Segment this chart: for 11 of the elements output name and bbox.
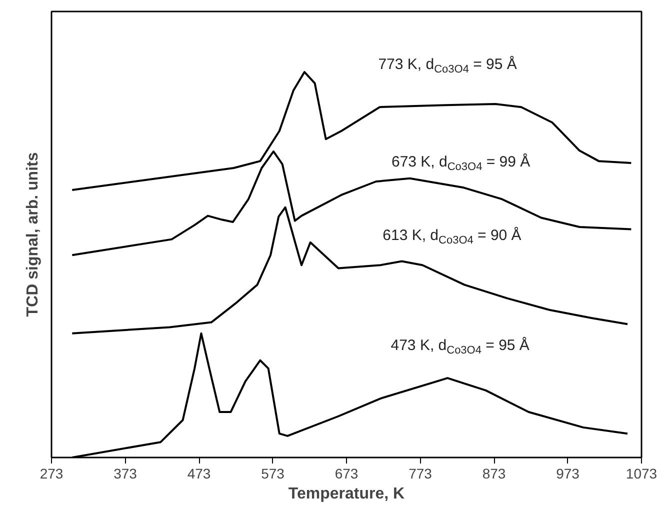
x-tick-label: 573 (261, 466, 285, 482)
x-tick-label: 673 (334, 466, 358, 482)
x-tick-label: 973 (556, 466, 580, 482)
x-tick-label: 373 (114, 466, 138, 482)
x-tick-label: 473 (187, 466, 211, 482)
y-axis-title: TCD signal, arb. units (24, 152, 42, 317)
x-axis-title: Temperature, K (288, 486, 406, 502)
x-tick-label: 1073 (626, 466, 658, 482)
x-tick-label: 273 (40, 466, 64, 482)
x-tick-label: 873 (482, 466, 506, 482)
x-tick-label: 773 (408, 466, 432, 482)
